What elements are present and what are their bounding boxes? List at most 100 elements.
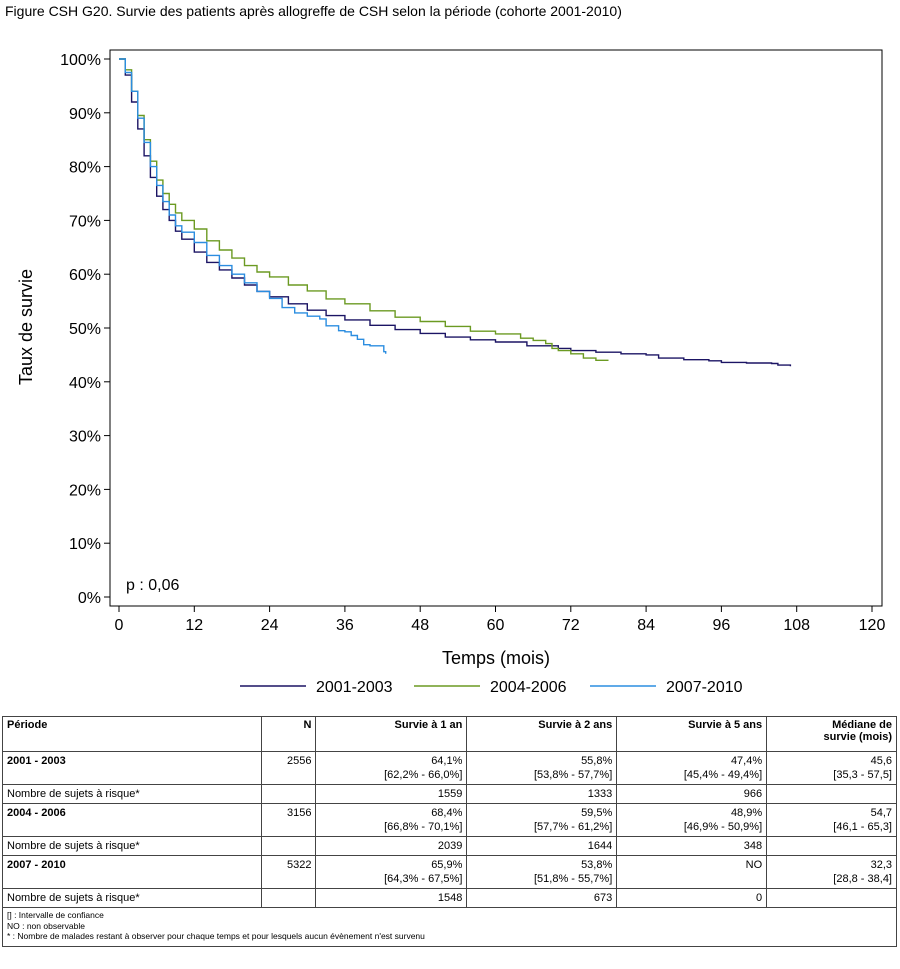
header-survie-5-ans: Survie à 5 ans (616, 716, 768, 752)
cell-survie-5-ans-value: NO (745, 859, 763, 871)
cell-survie-5-ans-ci: [46,9% - 50,9%] (683, 821, 763, 833)
cell-survie-5-ans-value: 48,9% (730, 807, 763, 819)
y-axis: 0% 10% 20% 30% 40% 50% 60% 70% 80% 90% 100% (60, 52, 110, 607)
cell-mediane-ci: [28,8 - 38,4] (833, 873, 892, 885)
table-row-risk: Nombre de sujets à risque* 2039 1644 348 (2, 836, 897, 856)
cell-survie-2-ans-ci: [53,8% - 57,7%] (533, 769, 613, 781)
cell-survie-2-ans: 55,8% [53,8% - 57,7%] (466, 751, 618, 785)
cell-survie-2-ans-ci: [51,8% - 55,7%] (533, 873, 613, 885)
cell-empty (766, 784, 897, 804)
y-tick-label: 60% (69, 267, 101, 284)
cell-mediane-value: 45,6 (870, 755, 892, 767)
cell-risk-5-ans: 0 (616, 888, 768, 908)
table-footnotes: [] : Intervalle de confiance NO : non ob… (2, 907, 897, 947)
cell-periode: 2007 - 2010 (2, 855, 262, 889)
header-mediane: Médiane de survie (mois) (766, 716, 897, 752)
cell-survie-1-an-value: 65,9% (431, 859, 463, 871)
y-tick-label: 70% (69, 213, 101, 230)
cell-risk-5-ans: 348 (616, 836, 768, 856)
cell-risk-1-an: 1548 (315, 888, 468, 908)
y-tick-label: 80% (69, 160, 101, 177)
cell-survie-1-an-ci: [62,2% - 66,0%] (384, 769, 463, 781)
survival-chart: 0% 10% 20% 30% 40% 50% 60% 70% 80% 90% 100% 0 12 24 3… (16, 49, 885, 696)
table-row-group: 2004 - 2006 3156 68,4% [66,8% - 70,1%] 59,5%… (2, 803, 897, 837)
cell-survie-2-ans: 59,5% [57,7% - 61,2%] (466, 803, 618, 837)
cell-mediane: 54,7 [46,1 - 65,3] (766, 803, 897, 837)
footnote: NO : non observable (7, 920, 85, 931)
header-periode: Période (2, 716, 262, 752)
table-row-group: 2001 - 2003 2556 64,1% [62,2% - 66,0%] 55,8%… (2, 751, 897, 785)
cell-periode: 2004 - 2006 (2, 803, 262, 837)
cell-survie-2-ans: 53,8% [51,8% - 55,7%] (466, 855, 618, 889)
cell-survie-1-an-value: 68,4% (431, 807, 463, 819)
cell-survie-5-ans: 48,9% [46,9% - 50,9%] (616, 803, 768, 837)
x-tick-label: 84 (637, 617, 655, 634)
x-tick-label: 48 (411, 617, 429, 634)
cell-periode: 2001 - 2003 (2, 751, 262, 785)
y-axis-label: Taux de survie (16, 269, 36, 385)
table-footnotes-row: [] : Intervalle de confiance NO : non ob… (2, 907, 897, 947)
header-n: N (260, 716, 317, 752)
p-value-annotation: p : 0,06 (126, 577, 179, 594)
cell-mediane-ci: [35,3 - 57,5] (833, 769, 892, 781)
cell-survie-2-ans-value: 59,5% (581, 807, 613, 819)
x-tick-label: 60 (487, 617, 505, 634)
cell-survie-1-an: 68,4% [66,8% - 70,1%] (315, 803, 468, 837)
cell-risk-2-ans: 1644 (466, 836, 618, 856)
y-tick-label: 0% (78, 590, 101, 607)
plot-frame (109, 49, 883, 607)
x-tick-label: 0 (115, 617, 124, 634)
y-tick-label: 100% (60, 52, 101, 69)
x-axis-label: Temps (mois) (442, 648, 550, 668)
legend-entry-2004-2006: 2004-2006 (490, 679, 567, 696)
cell-empty (260, 836, 317, 856)
x-tick-label: 12 (185, 617, 203, 634)
y-tick-label: 20% (69, 482, 101, 499)
cell-survie-1-an-value: 64,1% (431, 755, 463, 767)
y-tick-label: 50% (69, 321, 101, 338)
cell-risk-1-an: 1559 (315, 784, 468, 804)
survival-curves (119, 58, 792, 367)
x-tick-label: 24 (261, 617, 279, 634)
cell-risk-label: Nombre de sujets à risque* (2, 888, 262, 908)
series-line-2004-2006 (119, 58, 609, 361)
footnote: [] : Intervalle de confiance (7, 910, 104, 920)
series-line-2001-2003 (119, 58, 792, 367)
cell-n: 3156 (260, 803, 317, 837)
x-tick-label: 108 (783, 617, 810, 634)
cell-survie-2-ans-value: 55,8% (581, 755, 613, 767)
cell-empty (766, 888, 897, 908)
cell-mediane-value: 32,3 (870, 859, 892, 871)
cell-mediane-ci: [46,1 - 65,3] (833, 821, 892, 833)
cell-empty (766, 836, 897, 856)
cell-mediane: 32,3 [28,8 - 38,4] (766, 855, 897, 889)
cell-risk-5-ans: 966 (616, 784, 768, 804)
x-axis: 0 12 24 36 48 60 72 84 96 108 120 (115, 606, 885, 634)
y-tick-label: 10% (69, 536, 101, 553)
cell-risk-2-ans: 673 (466, 888, 618, 908)
cell-empty (260, 888, 317, 908)
table-header-row: Période N Survie à 1 an Survie à 2 ans S… (2, 716, 897, 752)
cell-survie-1-an-ci: [66,8% - 70,1%] (384, 821, 463, 833)
legend-entry-2001-2003: 2001-2003 (316, 679, 393, 696)
table-row-risk: Nombre de sujets à risque* 1548 673 0 (2, 888, 897, 908)
cell-survie-1-an: 64,1% [62,2% - 66,0%] (315, 751, 468, 785)
cell-survie-1-an-ci: [64,3% - 67,5%] (384, 873, 463, 885)
x-tick-label: 36 (336, 617, 354, 634)
table-row-group: 2007 - 2010 5322 65,9% [64,3% - 67,5%] 53,8%… (2, 855, 897, 889)
cell-empty (260, 784, 317, 804)
cell-survie-2-ans-value: 53,8% (581, 859, 613, 871)
table-row-risk: Nombre de sujets à risque* 1559 1333 966 (2, 784, 897, 804)
footnote: * : Nombre de malades restant à observer… (7, 931, 425, 941)
legend: 2001-2003 2004-2006 2007-2010 (240, 679, 743, 696)
cell-risk-1-an: 2039 (315, 836, 468, 856)
y-tick-label: 40% (69, 375, 101, 392)
cell-survie-1-an: 65,9% [64,3% - 67,5%] (315, 855, 468, 889)
header-survie-2-ans: Survie à 2 ans (466, 716, 618, 752)
results-table: Période N Survie à 1 an Survie à 2 ans S… (2, 716, 897, 947)
y-tick-label: 30% (69, 429, 101, 446)
header-mediane-line1: Médiane de (832, 719, 892, 731)
cell-mediane: 45,6 [35,3 - 57,5] (766, 751, 897, 785)
legend-entry-2007-2010: 2007-2010 (666, 679, 743, 696)
x-tick-label: 72 (562, 617, 580, 634)
